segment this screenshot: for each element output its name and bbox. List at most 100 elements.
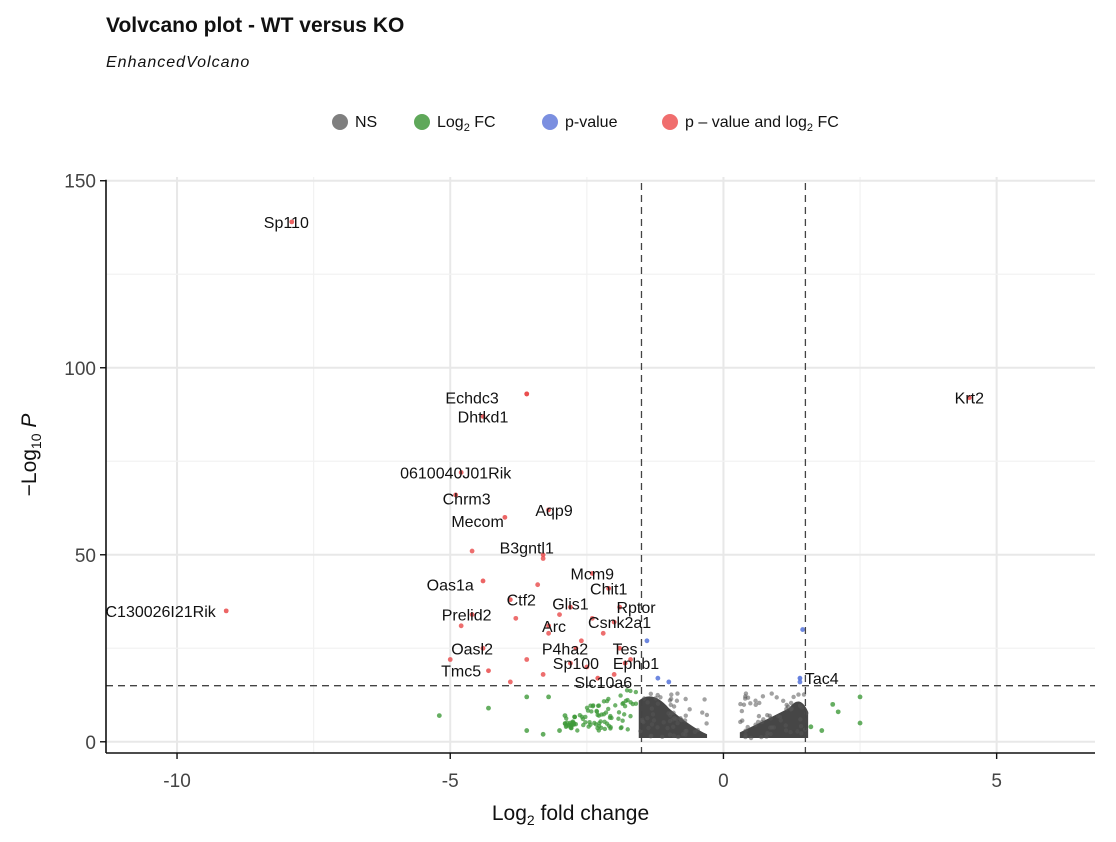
point-fc [557, 728, 562, 733]
ns-point [670, 724, 676, 729]
ns-point [678, 716, 683, 721]
ns-point [669, 692, 674, 697]
ns-point [748, 735, 754, 741]
point-fc [857, 720, 863, 726]
point-pfc [535, 582, 541, 588]
ns-point [683, 728, 688, 734]
ns-point [796, 692, 801, 697]
gene-label-mecom: Mecom [451, 514, 503, 531]
legend-label: NS [355, 114, 377, 131]
legend-swatch [662, 114, 678, 130]
fc-point [619, 725, 624, 730]
fc-point [575, 728, 580, 733]
ns-point [743, 732, 748, 738]
point-pfc [524, 657, 530, 662]
fc-point [595, 712, 600, 718]
labeled-point [573, 645, 579, 651]
gene-label-oas1a: Oas1a [427, 578, 474, 595]
y-tick-label: 100 [64, 359, 96, 380]
point-fc [835, 709, 841, 715]
fc-point [585, 708, 591, 713]
point-fc [540, 731, 546, 737]
legend-swatch [332, 114, 348, 130]
fc-point [597, 721, 602, 726]
fc-point [589, 709, 594, 714]
labeled-point [622, 660, 628, 666]
point-pfc [628, 657, 633, 662]
point-pfc [513, 615, 519, 621]
fc-point [621, 712, 627, 717]
gene-label-b3gntl1: B3gntl1 [500, 540, 554, 557]
labeled-point [458, 470, 464, 475]
point-p [800, 627, 806, 632]
gene-label-p4ha2: P4ha2 [542, 641, 588, 658]
cutoff-lines [106, 183, 1095, 753]
fc-point [568, 725, 574, 731]
labeled-point [568, 604, 573, 610]
labeled-point [546, 623, 551, 629]
ns-point [661, 720, 666, 725]
fc-point [606, 723, 612, 729]
fc-point [616, 710, 622, 715]
point-fc [568, 720, 573, 726]
labeled-point [595, 675, 601, 681]
ns-point [788, 700, 794, 706]
fc-point [586, 724, 591, 729]
gene-label-c130026i21rik: C130026I21Rik [105, 604, 216, 621]
ns-point [759, 734, 764, 740]
labeled-point [469, 612, 475, 618]
point-fc [436, 713, 442, 718]
ns-point [795, 729, 800, 734]
ns-point [704, 721, 709, 726]
ns-point [648, 691, 654, 697]
ns-point [791, 694, 796, 700]
ns-point [649, 706, 655, 711]
gene-label-sp110: Sp110 [264, 215, 309, 232]
fc-point [580, 716, 586, 722]
ns-point [649, 722, 655, 727]
labeled-point [223, 608, 229, 614]
point-pfc [611, 672, 617, 677]
fc-point [628, 713, 633, 719]
gene-label-tes: Tes [613, 641, 638, 658]
gene-label-0610040j01rik: 0610040J01Rik [400, 465, 512, 482]
ns-point [764, 734, 769, 739]
ns-point [798, 723, 804, 729]
point-pfc [540, 672, 546, 677]
x-tick-label: 0 [718, 771, 729, 792]
ns-point [638, 728, 643, 734]
fc-point [577, 713, 583, 718]
ns-point [774, 695, 779, 700]
ns-point [745, 695, 751, 700]
ns-point [683, 696, 688, 702]
gene-label-oasl2: Oasl2 [451, 641, 493, 658]
point-fc [524, 728, 530, 733]
ns-point [658, 695, 663, 700]
labeled-point [966, 395, 972, 401]
ns-point [650, 712, 656, 717]
ns-point [740, 718, 745, 723]
legend: NS Log2 FC p-value p – value and log2 FC [332, 114, 839, 134]
point-fc [830, 701, 836, 707]
chart-title: Volvcano plot - WT versus KO [106, 14, 405, 37]
fc-point [633, 701, 639, 706]
ns-point [642, 696, 647, 701]
fc-point [588, 703, 593, 708]
point-pfc [578, 638, 584, 644]
labeled-point [797, 675, 803, 681]
gene-label-mcm9: Mcm9 [571, 566, 615, 583]
point-fc [562, 713, 568, 718]
ns-point [675, 734, 681, 740]
gene-label-glis1: Glis1 [552, 596, 589, 613]
y-tick-label: 50 [75, 546, 96, 567]
ns-point [761, 717, 766, 722]
gene-label-aqp9: Aqp9 [535, 503, 572, 520]
fc-point [628, 700, 633, 705]
gene-label-prelid2: Prelid2 [442, 608, 492, 625]
legend-swatch [542, 114, 558, 130]
ns-point [781, 698, 786, 704]
ns-point [700, 710, 705, 715]
ns-point [785, 704, 791, 709]
